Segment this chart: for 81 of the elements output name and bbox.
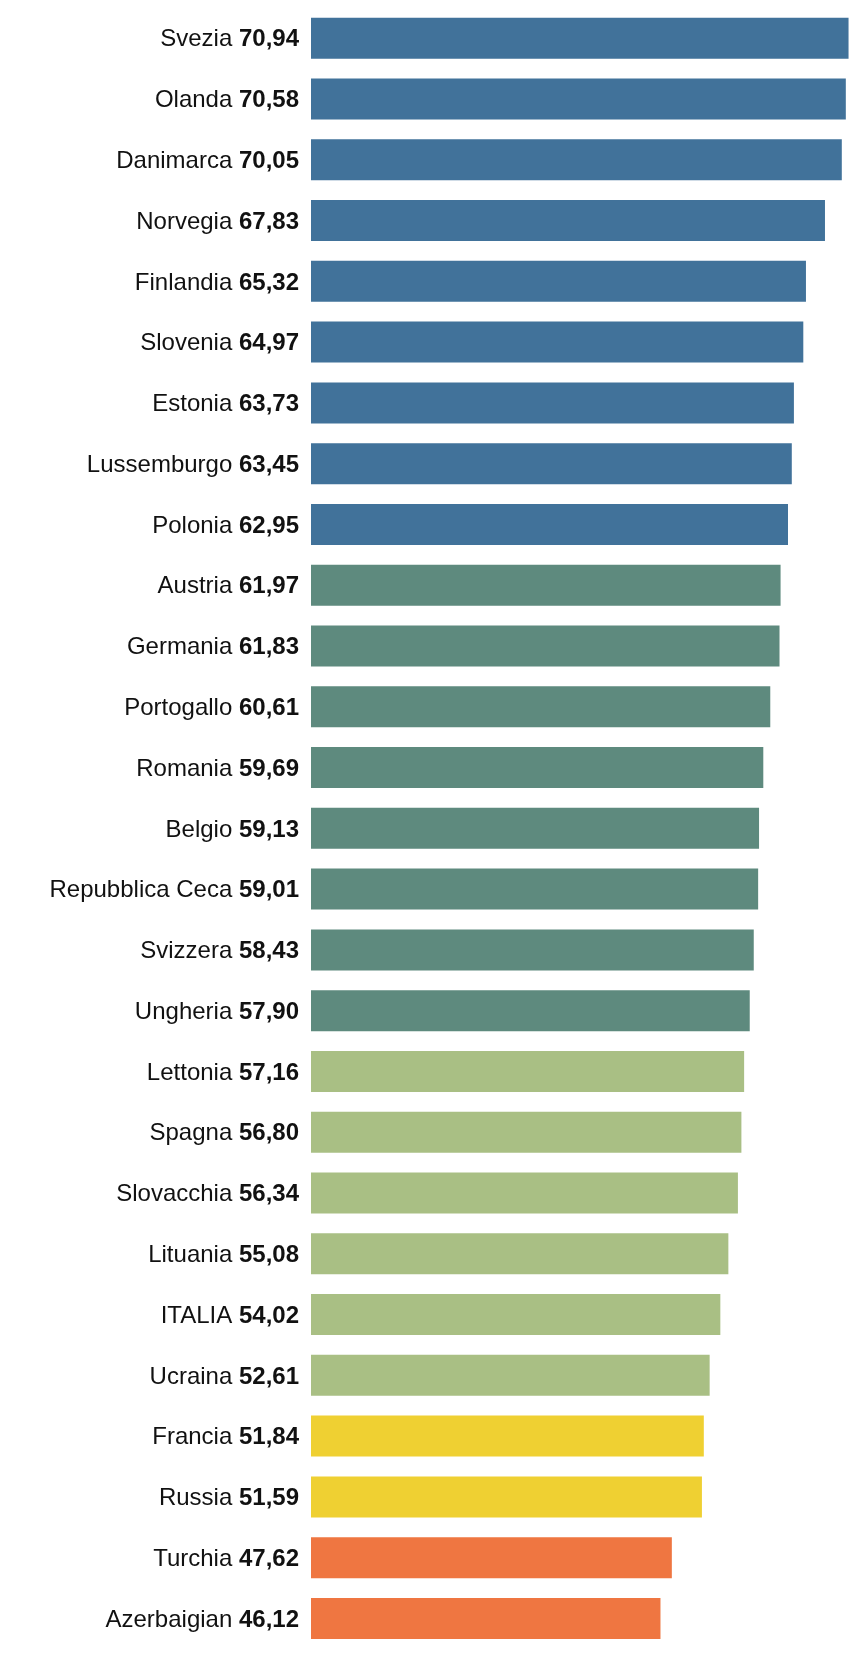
y-tick-label: Romania xyxy=(136,753,233,781)
y-tick-label: Danimarca xyxy=(116,145,233,173)
bar xyxy=(311,807,760,849)
y-tick-label: Norvegia xyxy=(136,206,233,234)
data-label: 61,97 xyxy=(232,571,299,599)
bar xyxy=(311,625,780,667)
bar xyxy=(311,1172,738,1214)
data-label: 60,61 xyxy=(232,692,299,720)
bar xyxy=(311,17,849,59)
data-label: 54,02 xyxy=(232,1300,299,1328)
data-label: 56,34 xyxy=(232,1179,300,1207)
data-label: 59,69 xyxy=(232,753,299,781)
bar xyxy=(311,382,794,424)
data-label: 67,83 xyxy=(232,206,299,234)
data-label: 70,94 xyxy=(232,24,300,52)
y-tick-label: Svizzera xyxy=(140,936,233,964)
y-tick-label: Svezia xyxy=(160,24,233,52)
data-label: 63,73 xyxy=(232,389,299,417)
data-label: 70,58 xyxy=(232,85,299,113)
bar xyxy=(311,139,842,181)
y-tick-label: Austria xyxy=(157,571,233,599)
data-label: 70,05 xyxy=(232,145,299,173)
y-tick-label: Germania xyxy=(126,632,233,660)
bar xyxy=(311,1111,742,1153)
y-tick-label: Ungheria xyxy=(134,996,233,1024)
data-label: 64,97 xyxy=(232,328,299,356)
y-tick-label: Ucraina xyxy=(149,1361,233,1389)
y-tick-label: Spagna xyxy=(149,1118,233,1146)
data-label: 57,16 xyxy=(232,1057,299,1085)
bar xyxy=(311,443,792,485)
data-label: 51,84 xyxy=(232,1422,300,1450)
y-tick-label: Olanda xyxy=(154,85,233,113)
bar xyxy=(311,686,771,728)
bar xyxy=(311,1354,710,1396)
y-tick-label: Polonia xyxy=(152,510,233,538)
y-tick-label: Francia xyxy=(152,1422,233,1450)
data-label: 51,59 xyxy=(232,1483,299,1511)
y-tick-label: Portogallo xyxy=(124,692,233,720)
bar xyxy=(311,1597,661,1639)
data-label: 57,90 xyxy=(232,996,299,1024)
bar xyxy=(311,1415,704,1457)
bar xyxy=(311,990,750,1032)
y-tick-label: Slovacchia xyxy=(116,1179,233,1207)
data-label: 62,95 xyxy=(232,510,299,538)
bar xyxy=(311,1050,745,1092)
y-tick-label: Lussemburgo xyxy=(86,449,233,477)
bar xyxy=(311,1233,729,1275)
bar xyxy=(311,260,806,302)
bar xyxy=(311,1476,702,1518)
y-tick-label: Repubblica Ceca xyxy=(49,875,233,903)
bar xyxy=(311,868,759,910)
y-tick-label: Slovenia xyxy=(140,328,233,356)
data-label: 59,01 xyxy=(232,875,299,903)
data-label: 63,45 xyxy=(232,449,299,477)
y-tick-label: Estonia xyxy=(152,389,233,417)
bar xyxy=(311,1294,721,1336)
bar xyxy=(311,564,781,606)
bar xyxy=(311,1537,672,1579)
data-label: 47,62 xyxy=(232,1543,299,1571)
data-label: 52,61 xyxy=(232,1361,299,1389)
data-label: 46,12 xyxy=(232,1604,299,1632)
data-label: 61,83 xyxy=(232,632,299,660)
y-tick-label: Lettonia xyxy=(146,1057,233,1085)
data-label: 56,80 xyxy=(232,1118,299,1146)
y-tick-label: Lituania xyxy=(148,1239,233,1267)
y-tick-label: ITALIA xyxy=(160,1300,233,1328)
data-label: 58,43 xyxy=(232,936,299,964)
bar xyxy=(311,321,804,363)
bar xyxy=(311,929,754,971)
bar xyxy=(311,503,788,545)
y-tick-label: Belgio xyxy=(165,814,233,842)
data-label: 59,13 xyxy=(232,814,299,842)
y-tick-label: Finlandia xyxy=(134,267,233,295)
data-label: 55,08 xyxy=(232,1239,299,1267)
bar xyxy=(311,747,764,789)
y-tick-label: Russia xyxy=(158,1483,233,1511)
y-tick-label: Turchia xyxy=(153,1543,233,1571)
bar xyxy=(311,200,825,242)
data-label: 65,32 xyxy=(232,267,299,295)
bar xyxy=(311,78,846,120)
y-tick-label: Azerbaigian xyxy=(105,1604,233,1632)
